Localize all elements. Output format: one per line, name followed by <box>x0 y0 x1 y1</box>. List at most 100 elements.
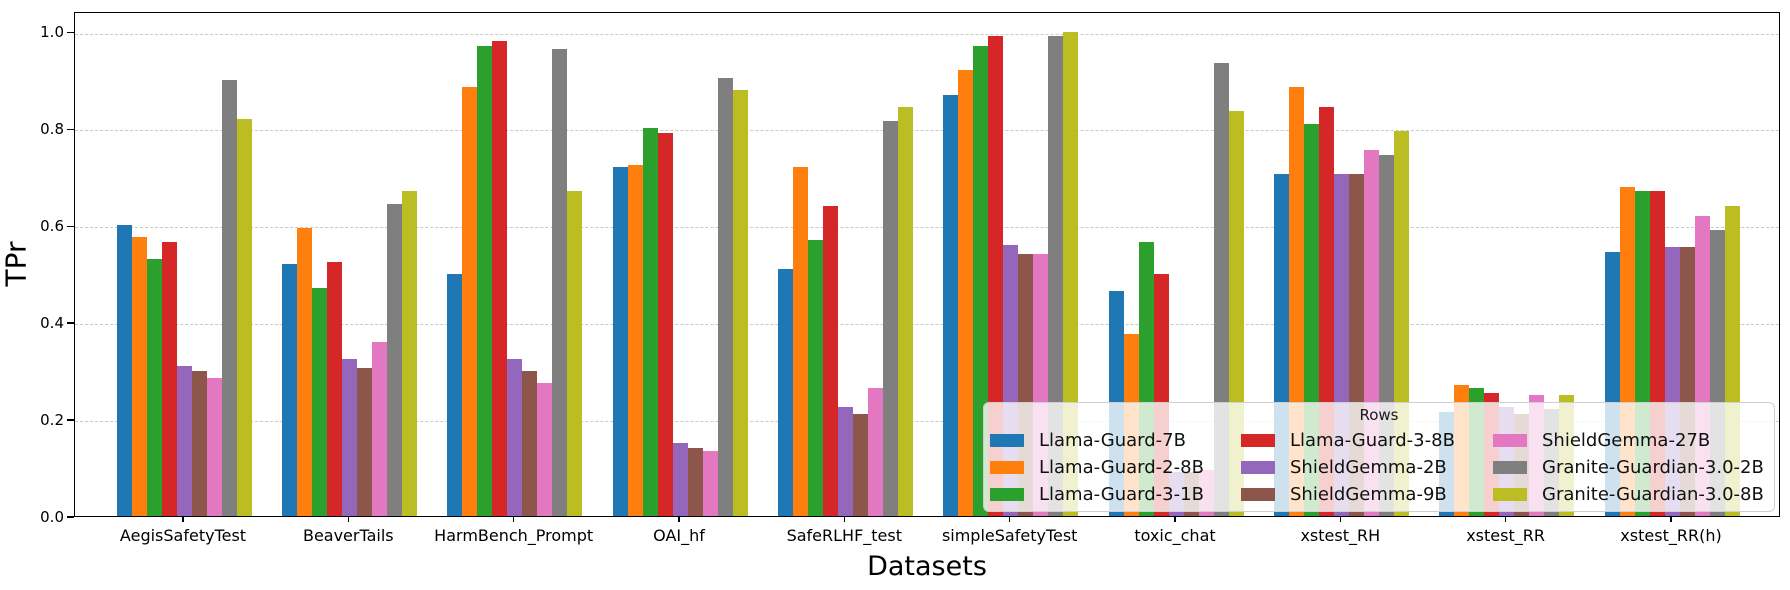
x-tick-label: OAI_hf <box>653 526 705 545</box>
legend-item-label: Llama-Guard-3-8B <box>1290 430 1455 451</box>
legend-item: Llama-Guard-2-8B <box>990 457 1241 478</box>
x-tick-label: xstest_RR(h) <box>1620 526 1722 545</box>
bar <box>807 239 823 516</box>
legend-swatch-icon <box>990 434 1024 447</box>
x-tick-label: SafeRLHF_test <box>786 526 903 545</box>
bar <box>717 77 733 516</box>
x-tick-label: AegisSafetyTest <box>119 526 247 545</box>
y-tick-label: 0.0 <box>40 507 64 526</box>
x-tick-label: xstest_RR <box>1466 526 1545 545</box>
bar <box>161 242 177 516</box>
y-tick-mark <box>67 516 74 518</box>
gridline <box>75 33 1779 35</box>
legend-item: ShieldGemma-2B <box>1241 457 1493 478</box>
x-tick-mark <box>1008 517 1011 522</box>
legend-swatch-icon <box>1241 488 1275 501</box>
x-tick-mark <box>512 517 515 522</box>
bar <box>867 387 883 516</box>
bar <box>672 443 688 516</box>
x-tick-mark <box>347 517 350 522</box>
x-tick-label: HarmBench_Prompt <box>434 526 594 545</box>
bar <box>627 164 643 516</box>
bar <box>943 94 959 516</box>
legend-swatch-icon <box>1493 488 1527 501</box>
bar <box>191 370 207 516</box>
legend-item: Granite-Guardian-3.0-8B <box>1493 484 1770 505</box>
bar <box>371 341 387 516</box>
y-tick-label: 0.2 <box>40 410 64 429</box>
bar <box>176 365 192 516</box>
bar <box>897 106 913 516</box>
x-tick-mark <box>1339 517 1342 522</box>
plot-area: Rows Llama-Guard-7B Llama-Guard-2-8B Llama… <box>74 12 1780 517</box>
gridline <box>75 130 1779 132</box>
legend-item-label: ShieldGemma-2B <box>1290 457 1447 478</box>
bar <box>311 288 327 516</box>
legend-item: Llama-Guard-3-8B <box>1241 430 1493 451</box>
bar <box>973 46 989 516</box>
legend-item-label: ShieldGemma-27B <box>1542 430 1711 451</box>
y-tick-mark <box>67 225 74 228</box>
legend-swatch-icon <box>990 461 1024 474</box>
legend-item-label: ShieldGemma-9B <box>1290 484 1447 505</box>
legend-item: Llama-Guard-3-1B <box>990 484 1241 505</box>
legend-swatch-icon <box>1493 434 1527 447</box>
bar <box>356 368 372 516</box>
bar <box>822 205 838 516</box>
bar <box>341 358 357 516</box>
bar <box>507 358 523 516</box>
y-tick-label: 0.4 <box>40 313 64 332</box>
legend-item: ShieldGemma-9B <box>1241 484 1493 505</box>
legend-item-label: Granite-Guardian-3.0-2B <box>1542 457 1764 478</box>
bar <box>522 370 538 516</box>
bar <box>552 48 568 516</box>
bar <box>492 41 508 516</box>
bar <box>567 191 583 516</box>
bar <box>642 128 658 516</box>
bar <box>386 203 402 516</box>
y-tick-mark <box>67 322 74 324</box>
x-tick-label: xstest_RH <box>1300 526 1381 545</box>
y-tick-mark <box>67 31 74 34</box>
y-tick-mark <box>67 128 74 131</box>
bar <box>792 167 808 516</box>
bar <box>612 167 628 516</box>
legend-item-label: Llama-Guard-2-8B <box>1039 457 1204 478</box>
bar <box>837 407 853 516</box>
bar <box>326 261 342 516</box>
legend-item: Granite-Guardian-3.0-2B <box>1493 457 1770 478</box>
gridline <box>75 421 1779 423</box>
bar <box>146 259 162 516</box>
legend-item: Llama-Guard-7B <box>990 430 1241 451</box>
x-tick-label: simpleSafetyTest <box>941 526 1078 545</box>
x-tick-mark <box>843 517 846 522</box>
gridline <box>75 324 1779 326</box>
y-tick-mark <box>67 419 74 421</box>
bar <box>852 414 868 516</box>
bar <box>401 191 417 516</box>
bar <box>1063 31 1079 516</box>
bar <box>702 450 718 516</box>
legend-swatch-icon <box>1493 461 1527 474</box>
bar <box>221 79 237 516</box>
x-tick-mark <box>182 517 184 522</box>
legend: Rows Llama-Guard-7B Llama-Guard-2-8B Llama… <box>983 402 1775 512</box>
bar <box>687 448 703 516</box>
x-tick-mark <box>1504 517 1507 522</box>
bar <box>1048 36 1064 516</box>
legend-item-label: Llama-Guard-7B <box>1039 430 1186 451</box>
legend-item-label: Llama-Guard-3-1B <box>1039 484 1204 505</box>
x-tick-label: BeaverTails <box>302 526 394 545</box>
bar <box>882 121 898 516</box>
x-tick-mark <box>1174 517 1176 522</box>
bar <box>477 46 493 516</box>
y-tick-label: 0.6 <box>40 216 64 235</box>
bar <box>462 87 478 516</box>
bar <box>447 273 463 516</box>
bar <box>236 118 252 516</box>
y-tick-label: 1.0 <box>40 23 64 41</box>
x-tick-mark <box>678 517 680 522</box>
bar <box>131 237 147 516</box>
legend-grid: Llama-Guard-7B Llama-Guard-2-8B Llama-Guar… <box>990 427 1770 508</box>
